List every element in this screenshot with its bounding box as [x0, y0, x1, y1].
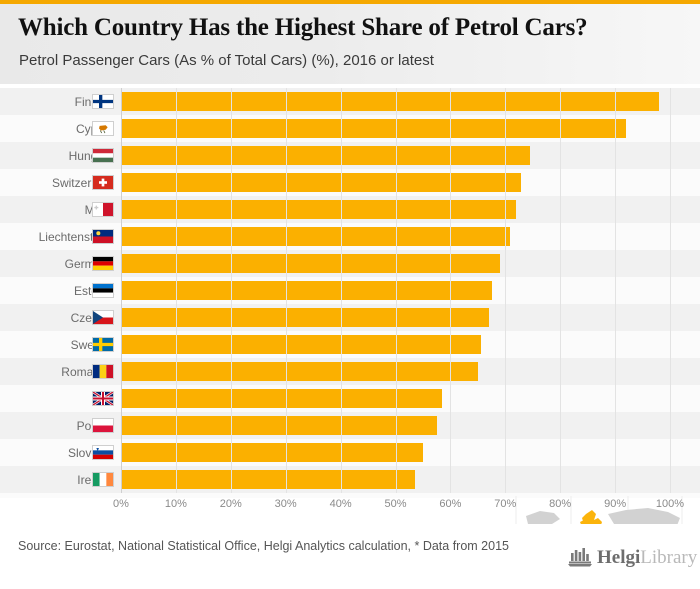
- chart-header: Which Country Has the Highest Share of P…: [0, 4, 700, 84]
- bar[interactable]: [121, 254, 500, 273]
- bar[interactable]: [121, 227, 510, 246]
- flag-fi-icon: [92, 94, 114, 109]
- table-row: Liechtenstein*: [0, 223, 700, 250]
- flag-de-icon: [92, 256, 114, 271]
- table-row: Finland: [0, 88, 700, 115]
- table-row: Ireland: [0, 466, 700, 493]
- bar[interactable]: [121, 470, 415, 489]
- table-row: Slovenia: [0, 439, 700, 466]
- flag-mt-icon: [92, 202, 114, 217]
- bar-rows: FinlandCyprusHungarySwitzerlandMaltaLiec…: [0, 88, 700, 493]
- bar[interactable]: [121, 308, 489, 327]
- logo-primary-text: Helgi: [597, 546, 641, 568]
- x-axis-tick-label: 90%: [604, 498, 627, 510]
- page-title: Which Country Has the Highest Share of P…: [18, 14, 588, 41]
- x-axis-tick-label: 100%: [655, 498, 685, 510]
- bar[interactable]: [121, 443, 423, 462]
- bar[interactable]: [121, 335, 481, 354]
- table-row: Germany: [0, 250, 700, 277]
- table-row: Poland: [0, 412, 700, 439]
- table-row: Czechia: [0, 304, 700, 331]
- x-axis: 0% 10% 20% 30% 40% 50% 60% 70% 80% 90% 100%: [0, 498, 700, 522]
- flag-hu-icon: [92, 148, 114, 163]
- bar[interactable]: [121, 173, 521, 192]
- source-note: Source: Eurostat, National Statistical O…: [18, 539, 509, 553]
- x-axis-tick-label: 80%: [549, 498, 572, 510]
- flag-ro-icon: [92, 364, 114, 379]
- table-row: Romania*: [0, 358, 700, 385]
- flag-li-icon: [92, 229, 114, 244]
- flag-ch-icon: [92, 175, 114, 190]
- logo-secondary-text: Library: [640, 546, 698, 568]
- bar[interactable]: [121, 119, 627, 138]
- x-axis-tick-label: 10%: [164, 498, 187, 510]
- bar[interactable]: [121, 362, 478, 381]
- flag-ee-icon: [92, 283, 114, 298]
- table-row: Sweden: [0, 331, 700, 358]
- table-row: Hungary: [0, 142, 700, 169]
- table-row: Cyprus: [0, 115, 700, 142]
- flag-cz-icon: [92, 310, 114, 325]
- plot-area: FinlandCyprusHungarySwitzerlandMaltaLiec…: [0, 88, 700, 584]
- bar[interactable]: [121, 146, 530, 165]
- bar[interactable]: [121, 281, 492, 300]
- table-row: UK: [0, 385, 700, 412]
- helgi-library-logo-icon: [568, 548, 592, 567]
- x-axis-tick-label: 30%: [274, 498, 297, 510]
- x-axis-tick-label: 50%: [384, 498, 407, 510]
- x-axis-tick-label: 70%: [494, 498, 517, 510]
- bar[interactable]: [121, 416, 437, 435]
- bar[interactable]: [121, 389, 443, 408]
- flag-ie-icon: [92, 472, 114, 487]
- x-axis-tick-label: 40%: [329, 498, 352, 510]
- x-axis-tick-label: 20%: [219, 498, 242, 510]
- x-axis-tick-label: 0%: [113, 498, 129, 510]
- table-row: Malta: [0, 196, 700, 223]
- flag-gb-icon: [92, 391, 114, 406]
- flag-si-icon: [92, 445, 114, 460]
- table-row: Switzerland: [0, 169, 700, 196]
- flag-se-icon: [92, 337, 114, 352]
- x-axis-tick-label: 60%: [439, 498, 462, 510]
- table-row: Estonia: [0, 277, 700, 304]
- chart-subtitle: Petrol Passenger Cars (As % of Total Car…: [19, 52, 434, 69]
- flag-pl-icon: [92, 418, 114, 433]
- flag-cy-icon: [92, 121, 114, 136]
- bar[interactable]: [121, 92, 660, 111]
- helgi-library-logo[interactable]: HelgiLibrary: [568, 544, 697, 570]
- bar[interactable]: [121, 200, 517, 219]
- logo-wordmark: HelgiLibrary: [597, 548, 697, 567]
